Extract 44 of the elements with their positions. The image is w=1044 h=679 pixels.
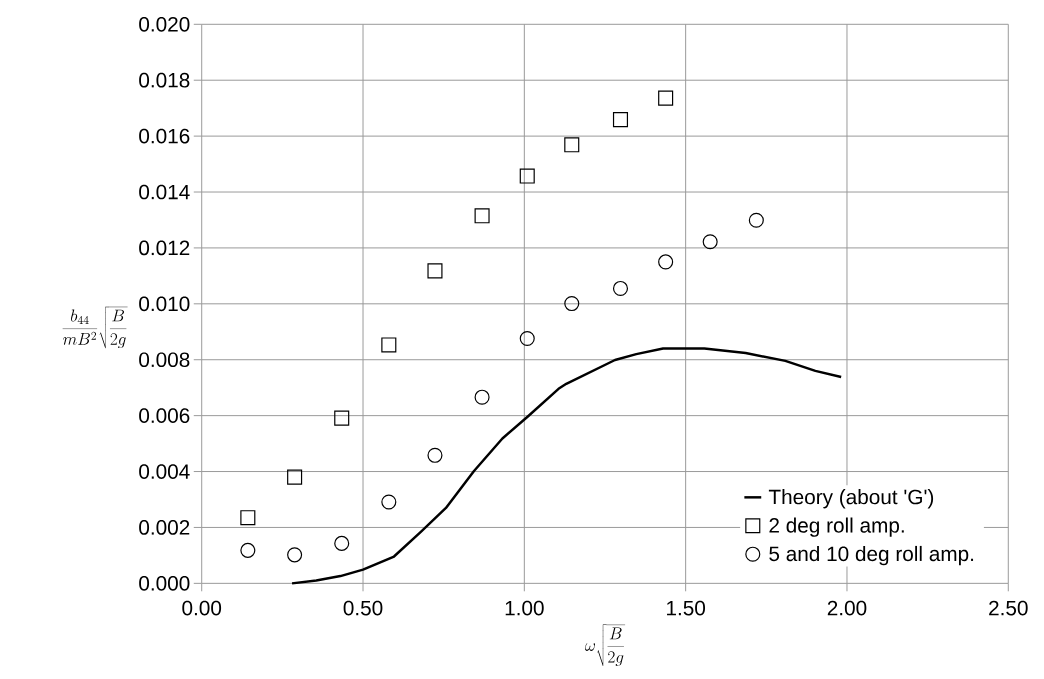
point <box>474 208 490 224</box>
point <box>612 112 629 128</box>
legend-label: 5 and 10 deg roll amp. <box>769 546 974 566</box>
x-tick-label: 1.50 <box>667 600 706 616</box>
point <box>564 137 580 153</box>
x-tick-label: 0.00 <box>182 600 222 616</box>
point <box>381 337 397 353</box>
point <box>240 510 256 526</box>
point <box>287 469 303 485</box>
point <box>612 281 629 297</box>
x-tick-label: 1.00 <box>505 600 544 616</box>
legend-label: 2 deg roll amp. <box>769 517 904 538</box>
point <box>427 263 443 279</box>
point <box>474 389 490 405</box>
point <box>658 90 674 106</box>
y-tick-label: 0.004 <box>139 464 190 480</box>
y-tick-label: 0.012 <box>139 240 190 256</box>
y-axis-title: $\frac{b_{44}}{mB^2}\sqrt{\frac{B}{2g}}$ <box>62 306 128 349</box>
y-tick-label: 0.016 <box>139 128 190 144</box>
point <box>519 168 535 184</box>
y-tick-label: 0.002 <box>139 520 190 535</box>
x-tick-label: 2.50 <box>989 600 1028 616</box>
point <box>334 536 350 552</box>
y-tick-label: 0.010 <box>139 296 190 312</box>
point <box>334 410 350 426</box>
x-tick-label: 2.00 <box>827 600 867 616</box>
point <box>519 331 535 347</box>
point <box>381 494 397 510</box>
y-tick-label: 0.020 <box>139 17 190 32</box>
x-tick-label: 0.50 <box>343 600 383 616</box>
point <box>702 234 718 250</box>
y-tick-label: 0.006 <box>139 408 190 424</box>
point <box>748 212 764 228</box>
point <box>427 447 443 464</box>
y-tick-label: 0.014 <box>139 184 190 200</box>
point <box>240 543 256 559</box>
y-tick-label: 0.000 <box>139 576 190 591</box>
legend-label: Theory (about 'G') <box>768 489 934 509</box>
y-tick-label: 0.008 <box>139 352 190 368</box>
y-tick-label: 0.018 <box>139 73 190 88</box>
point <box>658 254 674 270</box>
point <box>564 296 580 312</box>
x-axis-title: $\omega\sqrt{\frac{B}{2g}}$ <box>585 624 626 667</box>
point <box>287 547 303 563</box>
